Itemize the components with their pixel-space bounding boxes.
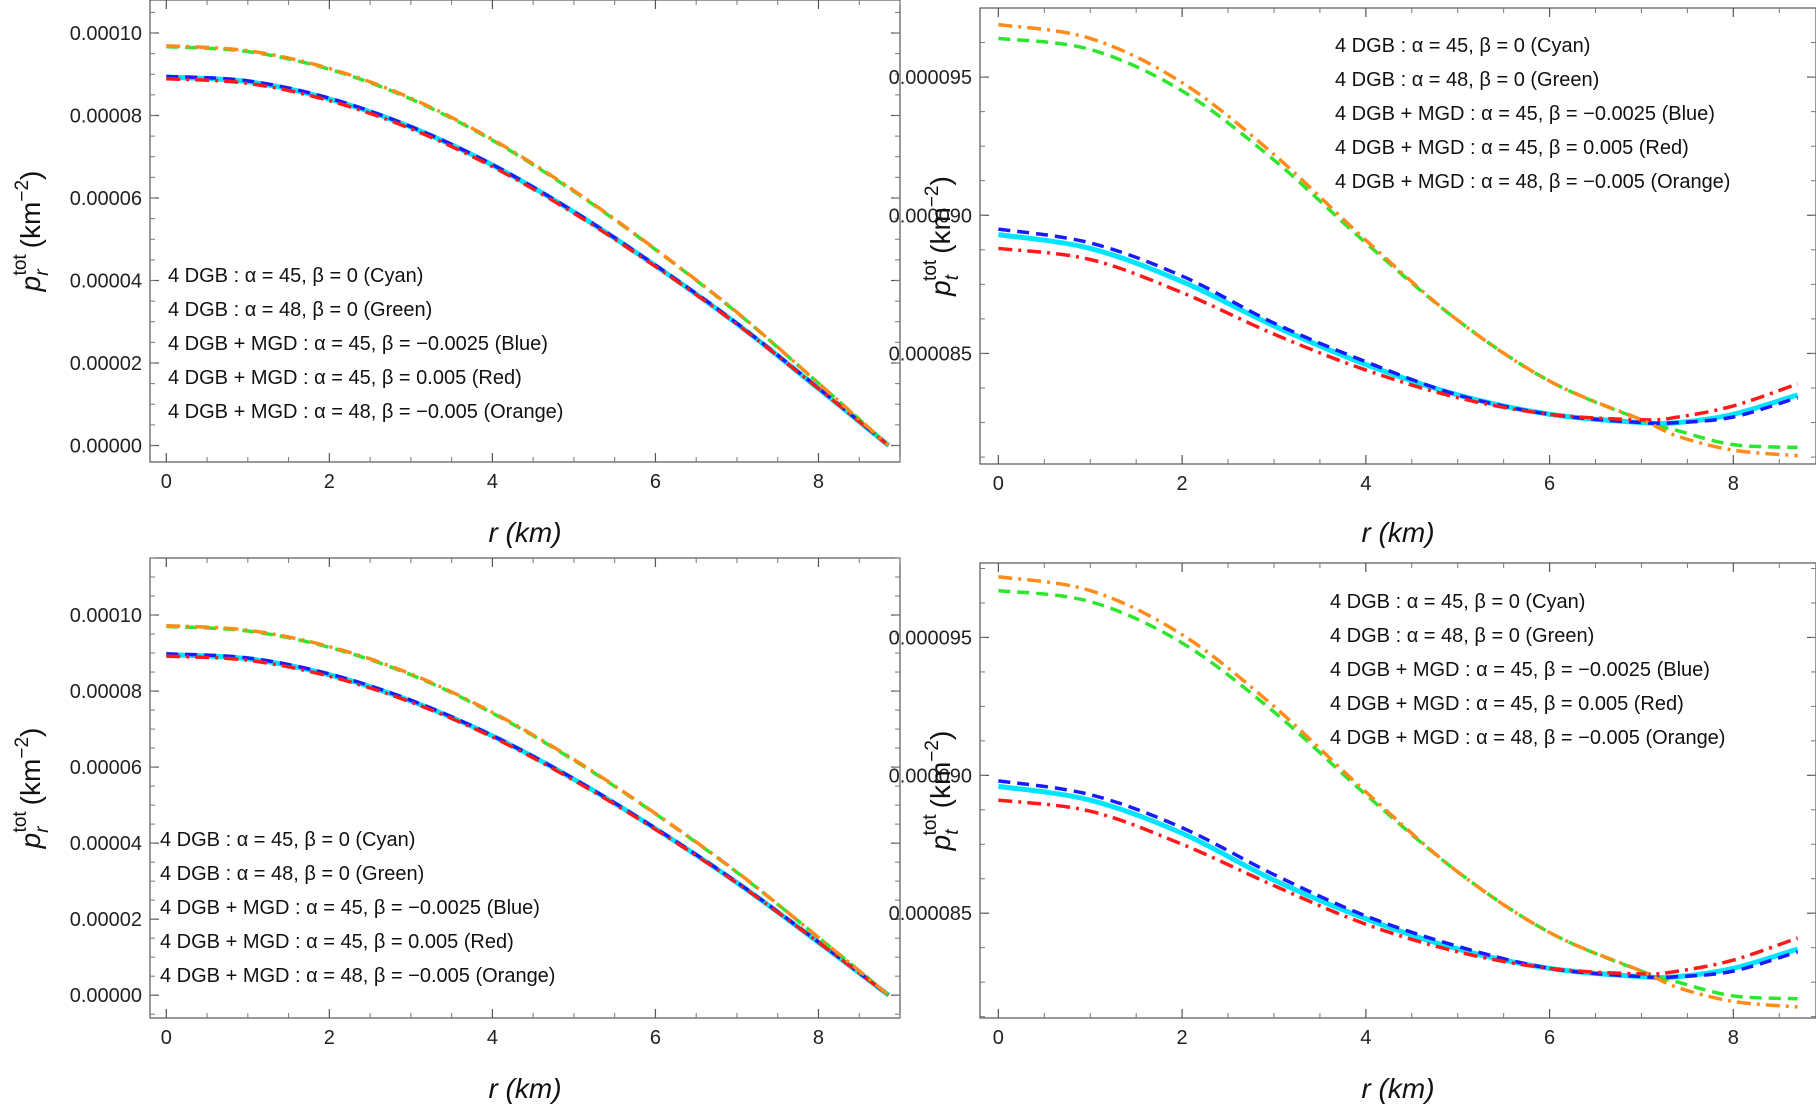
x-tick-label: 0 [161, 471, 172, 493]
series-line-1 [998, 588, 1798, 1001]
series-line-3 [166, 77, 890, 447]
x-tick-label: 4 [1360, 473, 1371, 495]
series-group [166, 44, 891, 448]
x-tick-label: 8 [813, 471, 824, 493]
series-line-1 [998, 36, 1798, 450]
y-tick-label: 0.00006 [70, 757, 142, 779]
series-group [166, 623, 891, 998]
y-tick-label: 0.00002 [70, 909, 142, 931]
plot-frame [149, 0, 901, 463]
series-line-0 [166, 74, 891, 448]
y-tick-label: 0.00002 [70, 353, 142, 375]
legend-entry: 4 DGB : α = 48, β = 0 (Green) [1330, 625, 1594, 647]
series-line-3 [998, 798, 1799, 976]
x-axis-label: r (km) [1361, 1073, 1434, 1104]
x-tick-label: 6 [1544, 1027, 1555, 1049]
legend-entry: 4 DGB + MGD : α = 45, β = 0.005 (Red) [160, 931, 514, 953]
x-tick-label: 4 [487, 471, 498, 493]
y-tick-label: 0.000090 [889, 205, 972, 227]
series-line-4 [166, 623, 890, 997]
series-group [997, 22, 1799, 458]
legend-entry: 4 DGB : α = 45, β = 0 (Cyan) [1330, 591, 1585, 613]
y-tick-label: 0.00010 [70, 23, 142, 45]
y-tick-label: 0.00000 [70, 436, 142, 458]
legend-entry: 4 DGB : α = 48, β = 0 (Green) [1335, 69, 1599, 91]
x-axis-label: r (km) [488, 1073, 561, 1104]
legend-entry: 4 DGB : α = 45, β = 0 (Cyan) [1335, 35, 1590, 57]
series-line-0 [997, 783, 1799, 981]
series-group [997, 575, 1799, 1009]
series-line-0 [997, 232, 1799, 427]
x-tick-label: 8 [813, 1027, 824, 1049]
y-tick-label: 0.00004 [70, 833, 142, 855]
plot-frame [149, 557, 901, 1019]
x-tick-label: 0 [161, 1027, 172, 1049]
chart-bottom-left: 0 2 4 6 8 0.00000 0.00002 0.00004 0.00006 0.00008… [10, 557, 901, 1104]
y-tick-label: 0.00010 [70, 605, 142, 627]
series-line-3 [166, 654, 890, 997]
y-tick-label: 0.00004 [70, 271, 142, 293]
x-tick-label: 2 [324, 471, 335, 493]
legend-entry: 4 DGB + MGD : α = 48, β = −0.005 (Orange… [1330, 727, 1725, 749]
legend-entry: 4 DGB + MGD : α = 45, β = 0.005 (Red) [1330, 693, 1684, 715]
x-tick-label: 2 [1177, 473, 1188, 495]
x-tick-label: 6 [650, 1027, 661, 1049]
legend-entry: 4 DGB : α = 45, β = 0 (Cyan) [168, 265, 423, 287]
y-tick-label: 0.000085 [889, 343, 972, 365]
x-tick-label: 0 [993, 1027, 1004, 1049]
x-tick-label: 6 [1544, 473, 1555, 495]
y-tick-label: 0.00000 [70, 985, 142, 1007]
chart-top-left: 0 2 4 6 8 0.00000 0.00002 0.00004 0.00006 0.00008… [10, 0, 901, 548]
legend-entry: 4 DGB + MGD : α = 45, β = −0.0025 (Blue) [160, 897, 540, 919]
x-tick-label: 2 [324, 1027, 335, 1049]
series-line-2 [998, 227, 1799, 426]
series-line-3 [998, 246, 1799, 422]
y-tick-label: 0.000085 [889, 903, 972, 925]
y-tick-label: 0.000095 [889, 627, 972, 649]
x-axis-label: r (km) [488, 517, 561, 548]
y-tick-label: 0.00008 [70, 106, 142, 128]
legend-entry: 4 DGB + MGD : α = 45, β = −0.0025 (Blue) [168, 333, 548, 355]
series-line-4 [998, 22, 1798, 458]
series-line-2 [166, 74, 890, 447]
legend-entry: 4 DGB : α = 45, β = 0 (Cyan) [160, 829, 415, 851]
y-tick-label: 0.00006 [70, 188, 142, 210]
legend-entry: 4 DGB + MGD : α = 45, β = −0.0025 (Blue) [1335, 103, 1715, 125]
x-tick-label: 4 [1360, 1027, 1371, 1049]
x-tick-label: 8 [1728, 473, 1739, 495]
y-axis-label: prtot(km−2) [10, 728, 53, 850]
chart-top-right: 0 2 4 6 8 0.000085 0.000090 0.000095 r (km) pttot… [889, 7, 1816, 548]
legend-entry: 4 DGB : α = 48, β = 0 (Green) [160, 863, 424, 885]
legend-entry: 4 DGB + MGD : α = 45, β = −0.0025 (Blue) [1330, 659, 1710, 681]
x-tick-label: 6 [650, 471, 661, 493]
legend-entry: 4 DGB + MGD : α = 45, β = 0.005 (Red) [168, 367, 522, 389]
x-axis-label: r (km) [1361, 517, 1434, 548]
y-axis-label: pttot(km−2) [920, 176, 963, 297]
y-tick-label: 0.00008 [70, 681, 142, 703]
legend-entry: 4 DGB + MGD : α = 48, β = −0.005 (Orange… [1335, 171, 1730, 193]
x-tick-label: 0 [993, 473, 1004, 495]
legend-entry: 4 DGB : α = 48, β = 0 (Green) [168, 299, 432, 321]
legend-entry: 4 DGB + MGD : α = 45, β = 0.005 (Red) [1335, 137, 1689, 159]
y-tick-label: 0.000090 [889, 765, 972, 787]
x-tick-label: 2 [1177, 1027, 1188, 1049]
plot-frame [979, 7, 1816, 465]
y-axis-label: pttot(km−2) [920, 731, 963, 852]
legend-entry: 4 DGB + MGD : α = 48, β = −0.005 (Orange… [168, 401, 563, 423]
series-line-4 [166, 44, 890, 447]
y-tick-label: 0.000095 [889, 67, 972, 89]
y-axis-label: prtot(km−2) [10, 171, 53, 293]
chart-bottom-right: 0 2 4 6 8 0.000085 0.000090 0.000095 r (km) pttot… [889, 562, 1816, 1104]
series-line-2 [998, 779, 1799, 980]
plot-frame [979, 562, 1816, 1019]
x-tick-label: 4 [487, 1027, 498, 1049]
x-tick-label: 8 [1728, 1027, 1739, 1049]
legend-entry: 4 DGB + MGD : α = 48, β = −0.005 (Orange… [160, 965, 555, 987]
